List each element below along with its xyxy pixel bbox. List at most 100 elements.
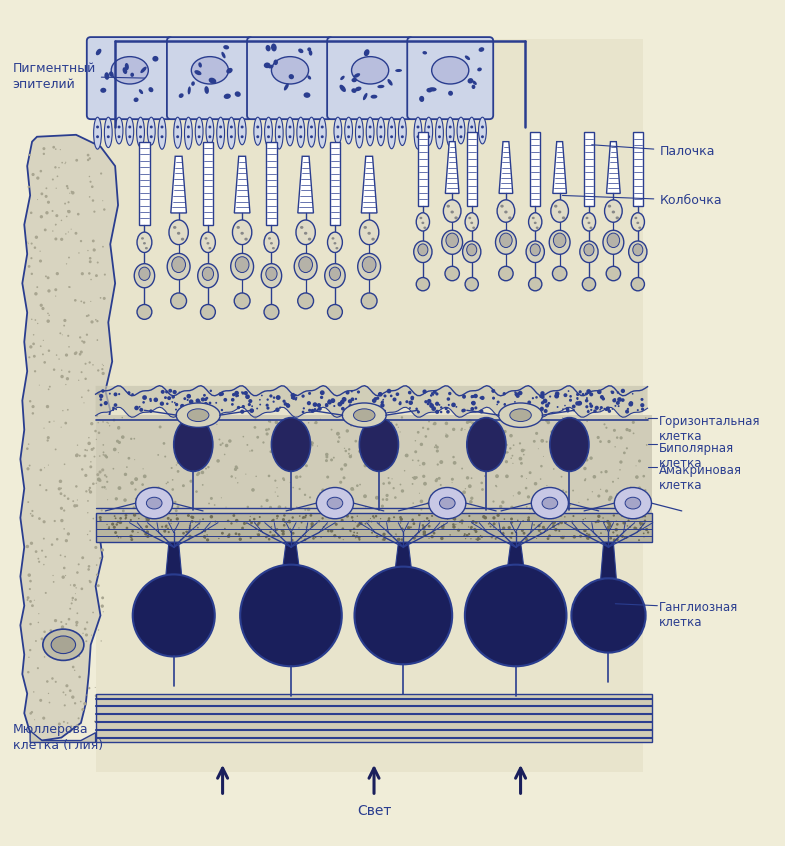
Ellipse shape bbox=[426, 88, 433, 92]
Circle shape bbox=[502, 451, 506, 454]
Circle shape bbox=[38, 385, 40, 386]
Circle shape bbox=[106, 475, 108, 478]
Circle shape bbox=[372, 398, 377, 403]
Ellipse shape bbox=[309, 50, 312, 56]
Circle shape bbox=[95, 319, 97, 321]
Ellipse shape bbox=[345, 118, 352, 144]
Circle shape bbox=[433, 422, 436, 426]
Circle shape bbox=[101, 469, 104, 471]
Circle shape bbox=[568, 499, 570, 500]
Circle shape bbox=[64, 539, 68, 542]
Polygon shape bbox=[361, 157, 377, 213]
Circle shape bbox=[56, 538, 58, 541]
Circle shape bbox=[405, 455, 407, 457]
Circle shape bbox=[49, 315, 50, 316]
Circle shape bbox=[100, 404, 103, 406]
Circle shape bbox=[453, 518, 456, 520]
Circle shape bbox=[220, 392, 224, 396]
Circle shape bbox=[48, 693, 49, 694]
Circle shape bbox=[465, 488, 466, 489]
Circle shape bbox=[103, 486, 106, 488]
Circle shape bbox=[86, 640, 87, 642]
Ellipse shape bbox=[51, 636, 75, 654]
Circle shape bbox=[172, 479, 173, 481]
Circle shape bbox=[269, 450, 272, 453]
Circle shape bbox=[88, 437, 89, 438]
Circle shape bbox=[258, 530, 259, 531]
Circle shape bbox=[526, 407, 528, 409]
Circle shape bbox=[327, 515, 329, 518]
Circle shape bbox=[144, 533, 147, 536]
Circle shape bbox=[311, 525, 313, 528]
Circle shape bbox=[385, 459, 388, 461]
Circle shape bbox=[354, 536, 356, 537]
Circle shape bbox=[75, 598, 77, 601]
Circle shape bbox=[436, 478, 438, 481]
Circle shape bbox=[104, 454, 107, 457]
Circle shape bbox=[27, 501, 29, 503]
Circle shape bbox=[452, 456, 455, 459]
Circle shape bbox=[199, 524, 200, 525]
Circle shape bbox=[42, 152, 45, 155]
Circle shape bbox=[118, 393, 120, 395]
Ellipse shape bbox=[427, 135, 430, 138]
Circle shape bbox=[221, 442, 224, 444]
Circle shape bbox=[586, 389, 591, 394]
Circle shape bbox=[269, 394, 272, 398]
Ellipse shape bbox=[330, 267, 341, 280]
Circle shape bbox=[45, 556, 47, 558]
Circle shape bbox=[269, 506, 272, 508]
Circle shape bbox=[473, 393, 478, 398]
Circle shape bbox=[301, 517, 303, 519]
Ellipse shape bbox=[337, 125, 339, 129]
Circle shape bbox=[372, 515, 374, 518]
Circle shape bbox=[552, 492, 554, 495]
Circle shape bbox=[182, 452, 183, 453]
Circle shape bbox=[191, 520, 194, 523]
Circle shape bbox=[188, 538, 190, 541]
Circle shape bbox=[429, 403, 433, 405]
Circle shape bbox=[60, 220, 62, 221]
Circle shape bbox=[641, 490, 644, 493]
Circle shape bbox=[589, 403, 592, 405]
Ellipse shape bbox=[531, 487, 568, 519]
Ellipse shape bbox=[238, 118, 246, 145]
Circle shape bbox=[60, 492, 62, 495]
Ellipse shape bbox=[479, 47, 484, 52]
Circle shape bbox=[640, 524, 641, 525]
Circle shape bbox=[470, 526, 473, 529]
Circle shape bbox=[254, 418, 257, 420]
Circle shape bbox=[526, 506, 528, 508]
Circle shape bbox=[99, 455, 100, 457]
Circle shape bbox=[231, 475, 233, 478]
Circle shape bbox=[202, 484, 203, 486]
Ellipse shape bbox=[401, 125, 403, 129]
Circle shape bbox=[427, 403, 429, 404]
Circle shape bbox=[574, 438, 575, 439]
Circle shape bbox=[543, 409, 548, 413]
Circle shape bbox=[337, 441, 340, 443]
Circle shape bbox=[88, 489, 90, 491]
Circle shape bbox=[78, 252, 79, 254]
Circle shape bbox=[590, 393, 593, 397]
Circle shape bbox=[634, 514, 637, 517]
Ellipse shape bbox=[587, 222, 590, 224]
Circle shape bbox=[465, 538, 466, 539]
Circle shape bbox=[41, 637, 43, 640]
Circle shape bbox=[44, 467, 45, 469]
Polygon shape bbox=[20, 135, 118, 740]
Circle shape bbox=[86, 333, 88, 336]
Ellipse shape bbox=[267, 135, 270, 138]
Circle shape bbox=[105, 456, 108, 459]
Circle shape bbox=[492, 501, 495, 503]
Ellipse shape bbox=[308, 118, 316, 147]
Circle shape bbox=[301, 537, 302, 539]
Circle shape bbox=[616, 535, 619, 536]
Circle shape bbox=[639, 521, 641, 524]
Circle shape bbox=[432, 393, 434, 396]
Circle shape bbox=[97, 339, 98, 341]
Circle shape bbox=[426, 517, 429, 519]
Circle shape bbox=[480, 438, 484, 442]
Circle shape bbox=[440, 411, 443, 413]
Ellipse shape bbox=[115, 118, 123, 144]
